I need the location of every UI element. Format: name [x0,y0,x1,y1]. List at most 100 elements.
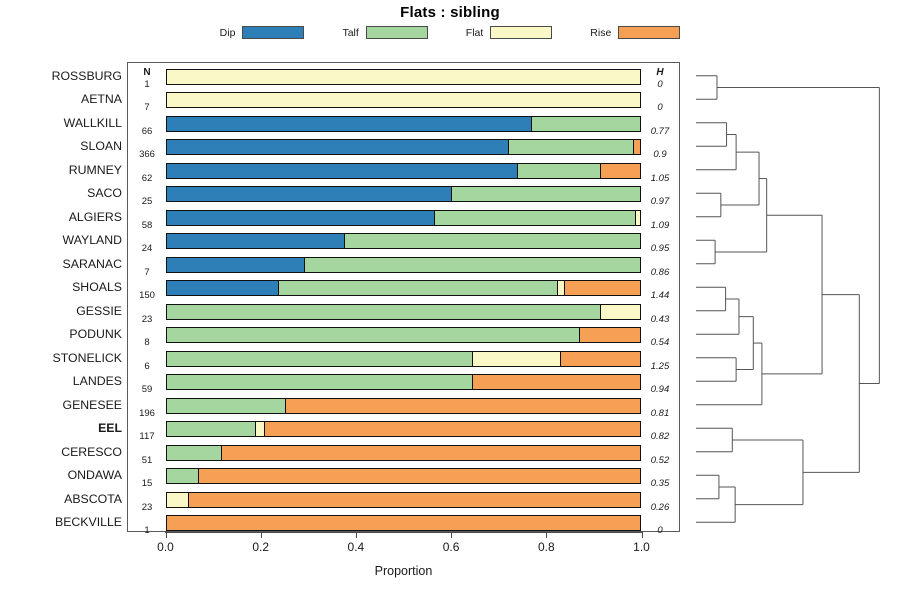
row-label: CERESCO [61,444,122,459]
h-value: 0.52 [650,454,670,466]
bar-segment-flat [599,304,640,319]
row-label: SARANAC [62,256,122,271]
n-value: 8 [144,337,150,349]
h-value: 0.94 [650,384,670,396]
stacked-bar [166,209,641,226]
bar-row [166,209,641,226]
bar-segment-rise [263,422,640,437]
h-value: 0.9 [653,149,667,161]
x-tick-label: 1.0 [633,540,650,554]
h-value: 0.82 [650,431,670,443]
stacked-bar [166,115,641,132]
x-tick [546,532,548,538]
bar-row [166,468,641,485]
h-value: 1.44 [650,290,670,302]
stacked-bar [166,397,641,414]
stacked-bar [166,92,641,109]
stacked-bar [166,374,641,391]
bar-segment-talf [434,210,636,225]
bar-row [166,515,641,532]
bar-row [166,327,641,344]
row-label: GESSIE [76,303,122,318]
bar-segment-flat [167,492,189,507]
bar-segment-flat [254,422,264,437]
bar-segment-dip [167,281,279,296]
h-value: 0 [657,78,663,90]
bar-row [166,491,641,508]
x-tick [355,532,357,538]
bar-row [166,68,641,85]
legend-item-dip: Dip [220,26,305,39]
n-value: 62 [141,172,153,184]
stacked-bar [166,162,641,179]
legend-item-talf: Talf [342,26,428,39]
x-tick-label: 0.0 [157,540,174,554]
x-axis-label: Proportion [374,564,433,578]
bar-row [166,374,641,391]
h-value: 0.97 [650,196,670,208]
x-tick [451,532,453,538]
row-label: SLOAN [80,139,122,154]
h-column-header: H [656,67,664,78]
h-value: 1.05 [650,172,670,184]
stacked-bar [166,468,641,485]
page-title: Flats : sibling [400,4,500,21]
x-axis-line [165,532,642,533]
bar-segment-dip [167,210,435,225]
stacked-bar [166,139,641,156]
x-tick [641,532,643,538]
row-label: STONELICK [52,350,122,365]
bar-segment-rise [167,516,640,531]
h-value: 0.95 [650,243,670,255]
h-value: 0 [657,525,663,537]
n-value: 23 [141,501,153,513]
h-value: 1.25 [650,360,670,372]
bar-segment-dip [167,257,305,272]
legend-swatch-dip [242,26,305,39]
legend-label: Flat [465,26,484,39]
row-label-column: ROSSBURG AETNA WALLKILL SLOAN RUMNEY SACO ALGI… [0,62,122,532]
bar-segment-dip [167,187,451,202]
h-value: 0.26 [650,501,670,513]
n-value: 117 [139,431,155,443]
n-value: 51 [141,454,153,466]
stacked-bar [166,515,641,532]
bar-segment-rise [564,281,640,296]
row-label: PODUNK [69,327,122,342]
bar-row [166,256,641,273]
bar-segment-talf [517,163,600,178]
row-label: WAYLAND [62,233,122,248]
bar-segment-rise [197,469,640,484]
bar-row [166,421,641,438]
row-label: LANDES [72,374,122,389]
row-label: SACO [87,186,122,201]
n-value: 25 [141,196,153,208]
n-value: 6 [144,360,150,372]
row-label: ABSCOTA [64,491,122,506]
n-value: 23 [141,313,153,325]
bar-segment-rise [578,328,640,343]
n-value: 1 [144,525,150,537]
legend-item-rise: Rise [590,26,681,39]
bar-segment-talf [304,257,640,272]
bar-segment-talf [167,445,222,460]
bar-segment-talf [450,187,640,202]
bar-row [166,444,641,461]
bar-segment-rise [632,140,640,155]
row-label: RUMNEY [68,162,122,177]
x-tick-label: 0.8 [537,540,555,554]
bar-row [166,92,641,109]
stacked-bar [166,491,641,508]
bar-segment-rise [221,445,640,460]
bar-row [166,303,641,320]
h-value: 0.86 [650,266,670,278]
bar-row [166,397,641,414]
bar-segment-talf [278,281,558,296]
plot-panel: N 1 7 66 366 62 25 58 24 7 150 23 8 6 59 196 117 51 15 23 1 … [127,62,680,536]
legend-swatch-rise [618,26,681,39]
bar-segment-talf [167,328,579,343]
stacked-bar [166,303,641,320]
bar-row [166,350,641,367]
n-column: N 1 7 66 366 62 25 58 24 7 150 23 8 6 59 196 117 51 15 23 1 [128,63,166,536]
bar-row [166,139,641,156]
